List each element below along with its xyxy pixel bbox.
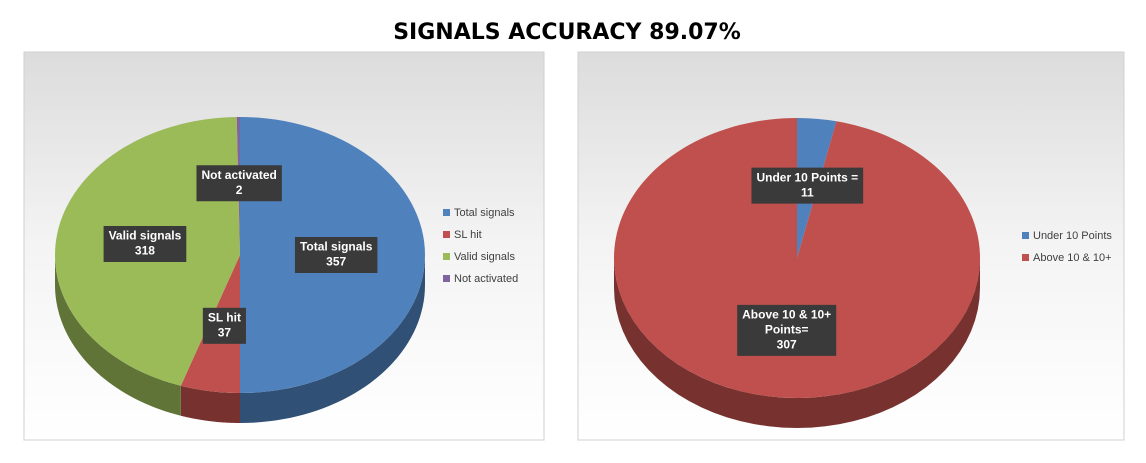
data-label-text: 357	[326, 255, 346, 269]
data-label-text: Points=	[765, 323, 809, 337]
data-label-text: 2	[236, 183, 243, 197]
legend-swatch	[1022, 232, 1029, 239]
data-label-text: 307	[777, 338, 797, 352]
legend-swatch	[443, 209, 450, 216]
slice-side	[614, 258, 980, 428]
legend-swatch	[443, 253, 450, 260]
data-label-text: 37	[218, 325, 232, 339]
data-label-text: 11	[801, 185, 814, 199]
legend-swatch	[1022, 254, 1029, 261]
legend-label: Under 10 Points	[1033, 230, 1112, 242]
data-label-text: Not activated	[201, 168, 276, 182]
data-label-text: Valid signals	[109, 229, 182, 243]
legend-label: SL hit	[454, 229, 482, 241]
legend-label: Not activated	[454, 273, 518, 285]
data-label-box	[202, 307, 246, 344]
legend-swatch	[443, 231, 450, 238]
data-label-text: SL hit	[208, 310, 241, 324]
page-title: SIGNALS ACCURACY 89.07%	[393, 20, 741, 45]
legend-swatch	[443, 275, 450, 282]
data-label-box	[103, 225, 187, 262]
slice-side	[55, 255, 181, 416]
data-label-box	[294, 237, 378, 273]
data-label-text: Above 10 & 10+	[742, 308, 831, 322]
data-label-text: 318	[135, 244, 155, 258]
data-label-text: Under 10 Points =	[756, 170, 858, 184]
data-label: Under 10 Points =11	[751, 167, 864, 204]
data-label-box	[751, 167, 864, 204]
legend-label: Valid signals	[454, 251, 515, 263]
slice-side	[240, 255, 425, 423]
legend-label: Above 10 & 10+	[1033, 252, 1112, 264]
legend-label: Total signals	[454, 207, 515, 219]
slice	[614, 118, 980, 398]
data-label: Above 10 & 10+Points=307	[737, 304, 837, 356]
data-label-text: Total signals	[300, 240, 373, 254]
data-label-box	[196, 165, 282, 202]
data-label-box	[737, 304, 837, 356]
slice-side	[180, 385, 240, 423]
